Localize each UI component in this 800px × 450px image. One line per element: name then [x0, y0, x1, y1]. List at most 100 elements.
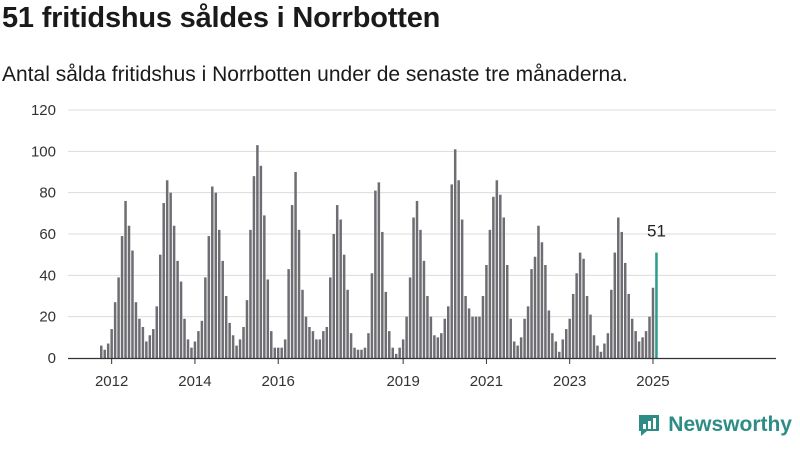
x-tick-label: 2021	[470, 373, 503, 390]
y-tick-label: 120	[31, 102, 56, 119]
bar	[589, 314, 592, 358]
bar	[651, 287, 655, 358]
bar	[571, 293, 575, 358]
bar	[471, 316, 474, 358]
bar	[453, 149, 457, 358]
bar	[158, 254, 162, 358]
bar	[374, 190, 377, 358]
bar	[245, 300, 249, 358]
bar	[256, 145, 259, 358]
bar	[287, 269, 290, 358]
bar	[329, 277, 332, 358]
bar	[138, 318, 141, 358]
bars	[100, 145, 658, 358]
x-tick-label: 2016	[262, 373, 295, 390]
bar	[603, 343, 606, 358]
bar	[204, 277, 207, 358]
bar	[551, 333, 554, 358]
bar	[311, 331, 315, 358]
bar	[426, 296, 429, 358]
bar	[318, 339, 322, 358]
bar	[613, 252, 617, 358]
bar	[492, 196, 495, 358]
bar	[280, 347, 283, 358]
y-axis-ticks: 0 20 40 60 80 100 120	[31, 102, 56, 367]
bar	[530, 269, 533, 358]
bar	[564, 329, 568, 358]
bar	[578, 252, 582, 358]
bar	[127, 225, 131, 358]
bar	[325, 327, 329, 358]
bar	[183, 318, 186, 358]
bar	[235, 345, 238, 358]
x-axis: 2012 2014 2016 2019 2021 2023 2025	[68, 357, 776, 390]
bar	[134, 302, 138, 358]
bar	[481, 296, 485, 358]
bar	[231, 335, 235, 358]
bar	[113, 302, 117, 358]
bar-highlight	[655, 252, 658, 358]
bar	[450, 184, 453, 358]
bar	[228, 322, 231, 358]
bar	[405, 316, 408, 358]
bar	[207, 236, 211, 358]
bar	[460, 219, 464, 358]
bar	[467, 308, 471, 358]
bar	[443, 318, 447, 358]
bar	[224, 296, 228, 358]
y-tick-label: 60	[39, 226, 56, 243]
bar	[141, 327, 145, 358]
bar	[356, 349, 360, 358]
bar	[599, 351, 603, 358]
chart-subtitle: Antal sålda fritidshus i Norrbotten unde…	[2, 63, 628, 86]
newsworthy-logo[interactable]: Newsworthy	[636, 412, 792, 438]
x-tick-label: 2025	[636, 373, 669, 390]
bar	[488, 229, 492, 358]
bar	[617, 217, 620, 358]
bar	[499, 194, 502, 358]
bar	[214, 192, 218, 358]
bar	[575, 273, 578, 358]
bar	[384, 291, 388, 358]
bar	[422, 260, 426, 358]
bar	[516, 345, 519, 358]
bar	[315, 339, 318, 358]
bar	[519, 337, 523, 358]
bar	[190, 347, 193, 358]
gridlines	[68, 109, 776, 318]
y-tick-label: 100	[31, 143, 56, 160]
bar	[110, 329, 113, 358]
bar	[391, 347, 394, 358]
bar	[505, 265, 509, 358]
bar	[162, 203, 165, 358]
bar	[537, 225, 540, 358]
logo-text: Newsworthy	[668, 413, 792, 436]
bar	[627, 293, 630, 358]
bar	[436, 337, 440, 358]
bar	[297, 229, 301, 358]
last-value-callout: 51	[647, 222, 666, 241]
bar	[106, 343, 110, 358]
bar	[433, 335, 436, 358]
bar	[193, 341, 197, 358]
bar	[304, 316, 308, 358]
bar	[148, 335, 152, 358]
bar	[283, 339, 287, 358]
bar	[381, 231, 384, 358]
bar	[276, 347, 280, 358]
bar	[582, 258, 585, 358]
bar	[464, 296, 467, 358]
bar	[242, 327, 245, 358]
bar	[249, 229, 252, 358]
bar	[155, 306, 159, 358]
bar	[429, 316, 433, 358]
bar	[103, 349, 106, 358]
bar	[585, 296, 589, 358]
bar	[335, 205, 339, 358]
bar	[502, 217, 506, 358]
bar	[547, 310, 551, 358]
bar	[610, 289, 613, 358]
bar	[186, 339, 190, 358]
bar	[388, 331, 391, 358]
